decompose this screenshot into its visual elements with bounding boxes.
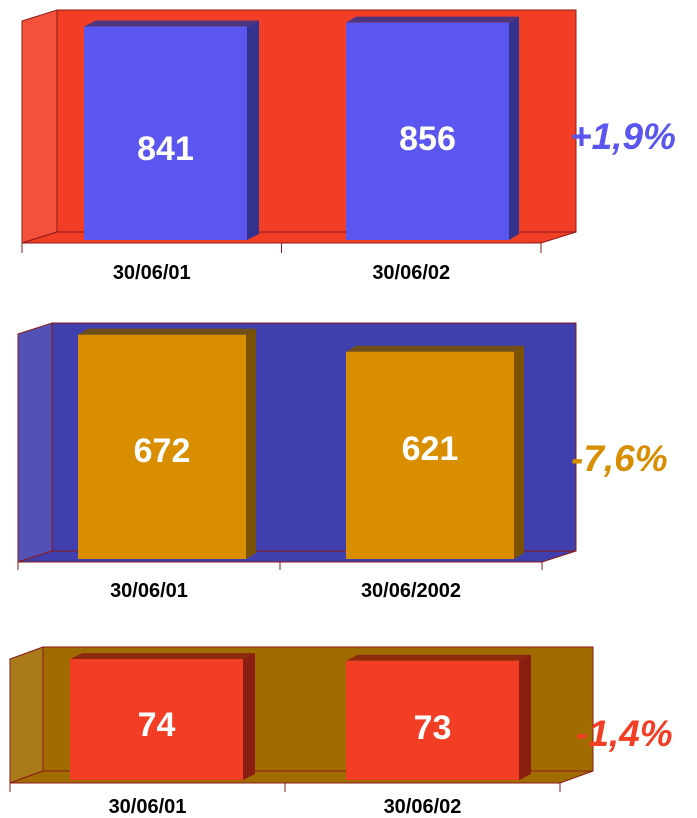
- x-tick-label: 30/06/2002: [361, 580, 461, 602]
- chart-panel-1: 841 856 30/06/01 30/06/02: [21, 9, 577, 284]
- chart-panel-3: 74 73 30/06/01 30/06/02: [9, 646, 594, 818]
- chart-panel-2: 672 621 30/06/01 30/06/2002: [17, 322, 577, 602]
- bar-front: [346, 22, 509, 240]
- bar-side: [246, 328, 256, 559]
- x-tick-label: 30/06/01: [113, 262, 191, 284]
- x-tick-label: 30/06/02: [372, 262, 450, 284]
- data-label: 841: [137, 130, 194, 168]
- bar-front: [78, 334, 246, 559]
- x-tick-label: 30/06/01: [110, 580, 188, 602]
- bar-top: [346, 345, 524, 352]
- change-label-3: -1,4%: [576, 713, 673, 754]
- bar-front: [84, 26, 247, 240]
- bar-top: [78, 328, 256, 335]
- x-tick-label: 30/06/02: [384, 796, 462, 818]
- bar-front: [346, 351, 514, 559]
- data-label: 73: [414, 709, 452, 747]
- bar: [346, 654, 531, 780]
- bar-top: [84, 20, 259, 27]
- bar-top: [70, 653, 255, 660]
- bar-front: [346, 660, 519, 780]
- bar-side: [519, 654, 531, 780]
- data-label: 74: [138, 706, 176, 744]
- side-wall: [21, 9, 58, 244]
- data-label: 621: [402, 430, 459, 468]
- x-tick-label: 30/06/01: [109, 796, 187, 818]
- bar: [70, 653, 255, 780]
- bar-side: [514, 345, 524, 559]
- bar: [346, 345, 524, 559]
- side-wall: [9, 646, 44, 784]
- bar: [84, 20, 259, 240]
- data-label: 672: [134, 432, 191, 470]
- bar-top: [346, 654, 531, 661]
- bar-side: [247, 20, 259, 240]
- side-wall: [17, 322, 53, 563]
- bar-side: [243, 653, 255, 780]
- change-label-2: -7,6%: [571, 438, 668, 479]
- bar-front: [70, 659, 243, 780]
- bar: [346, 16, 519, 240]
- bar-top: [346, 16, 519, 23]
- data-label: 856: [399, 120, 456, 158]
- change-label-1: +1,9%: [570, 116, 676, 157]
- bar: [78, 328, 256, 559]
- bar-side: [509, 16, 519, 240]
